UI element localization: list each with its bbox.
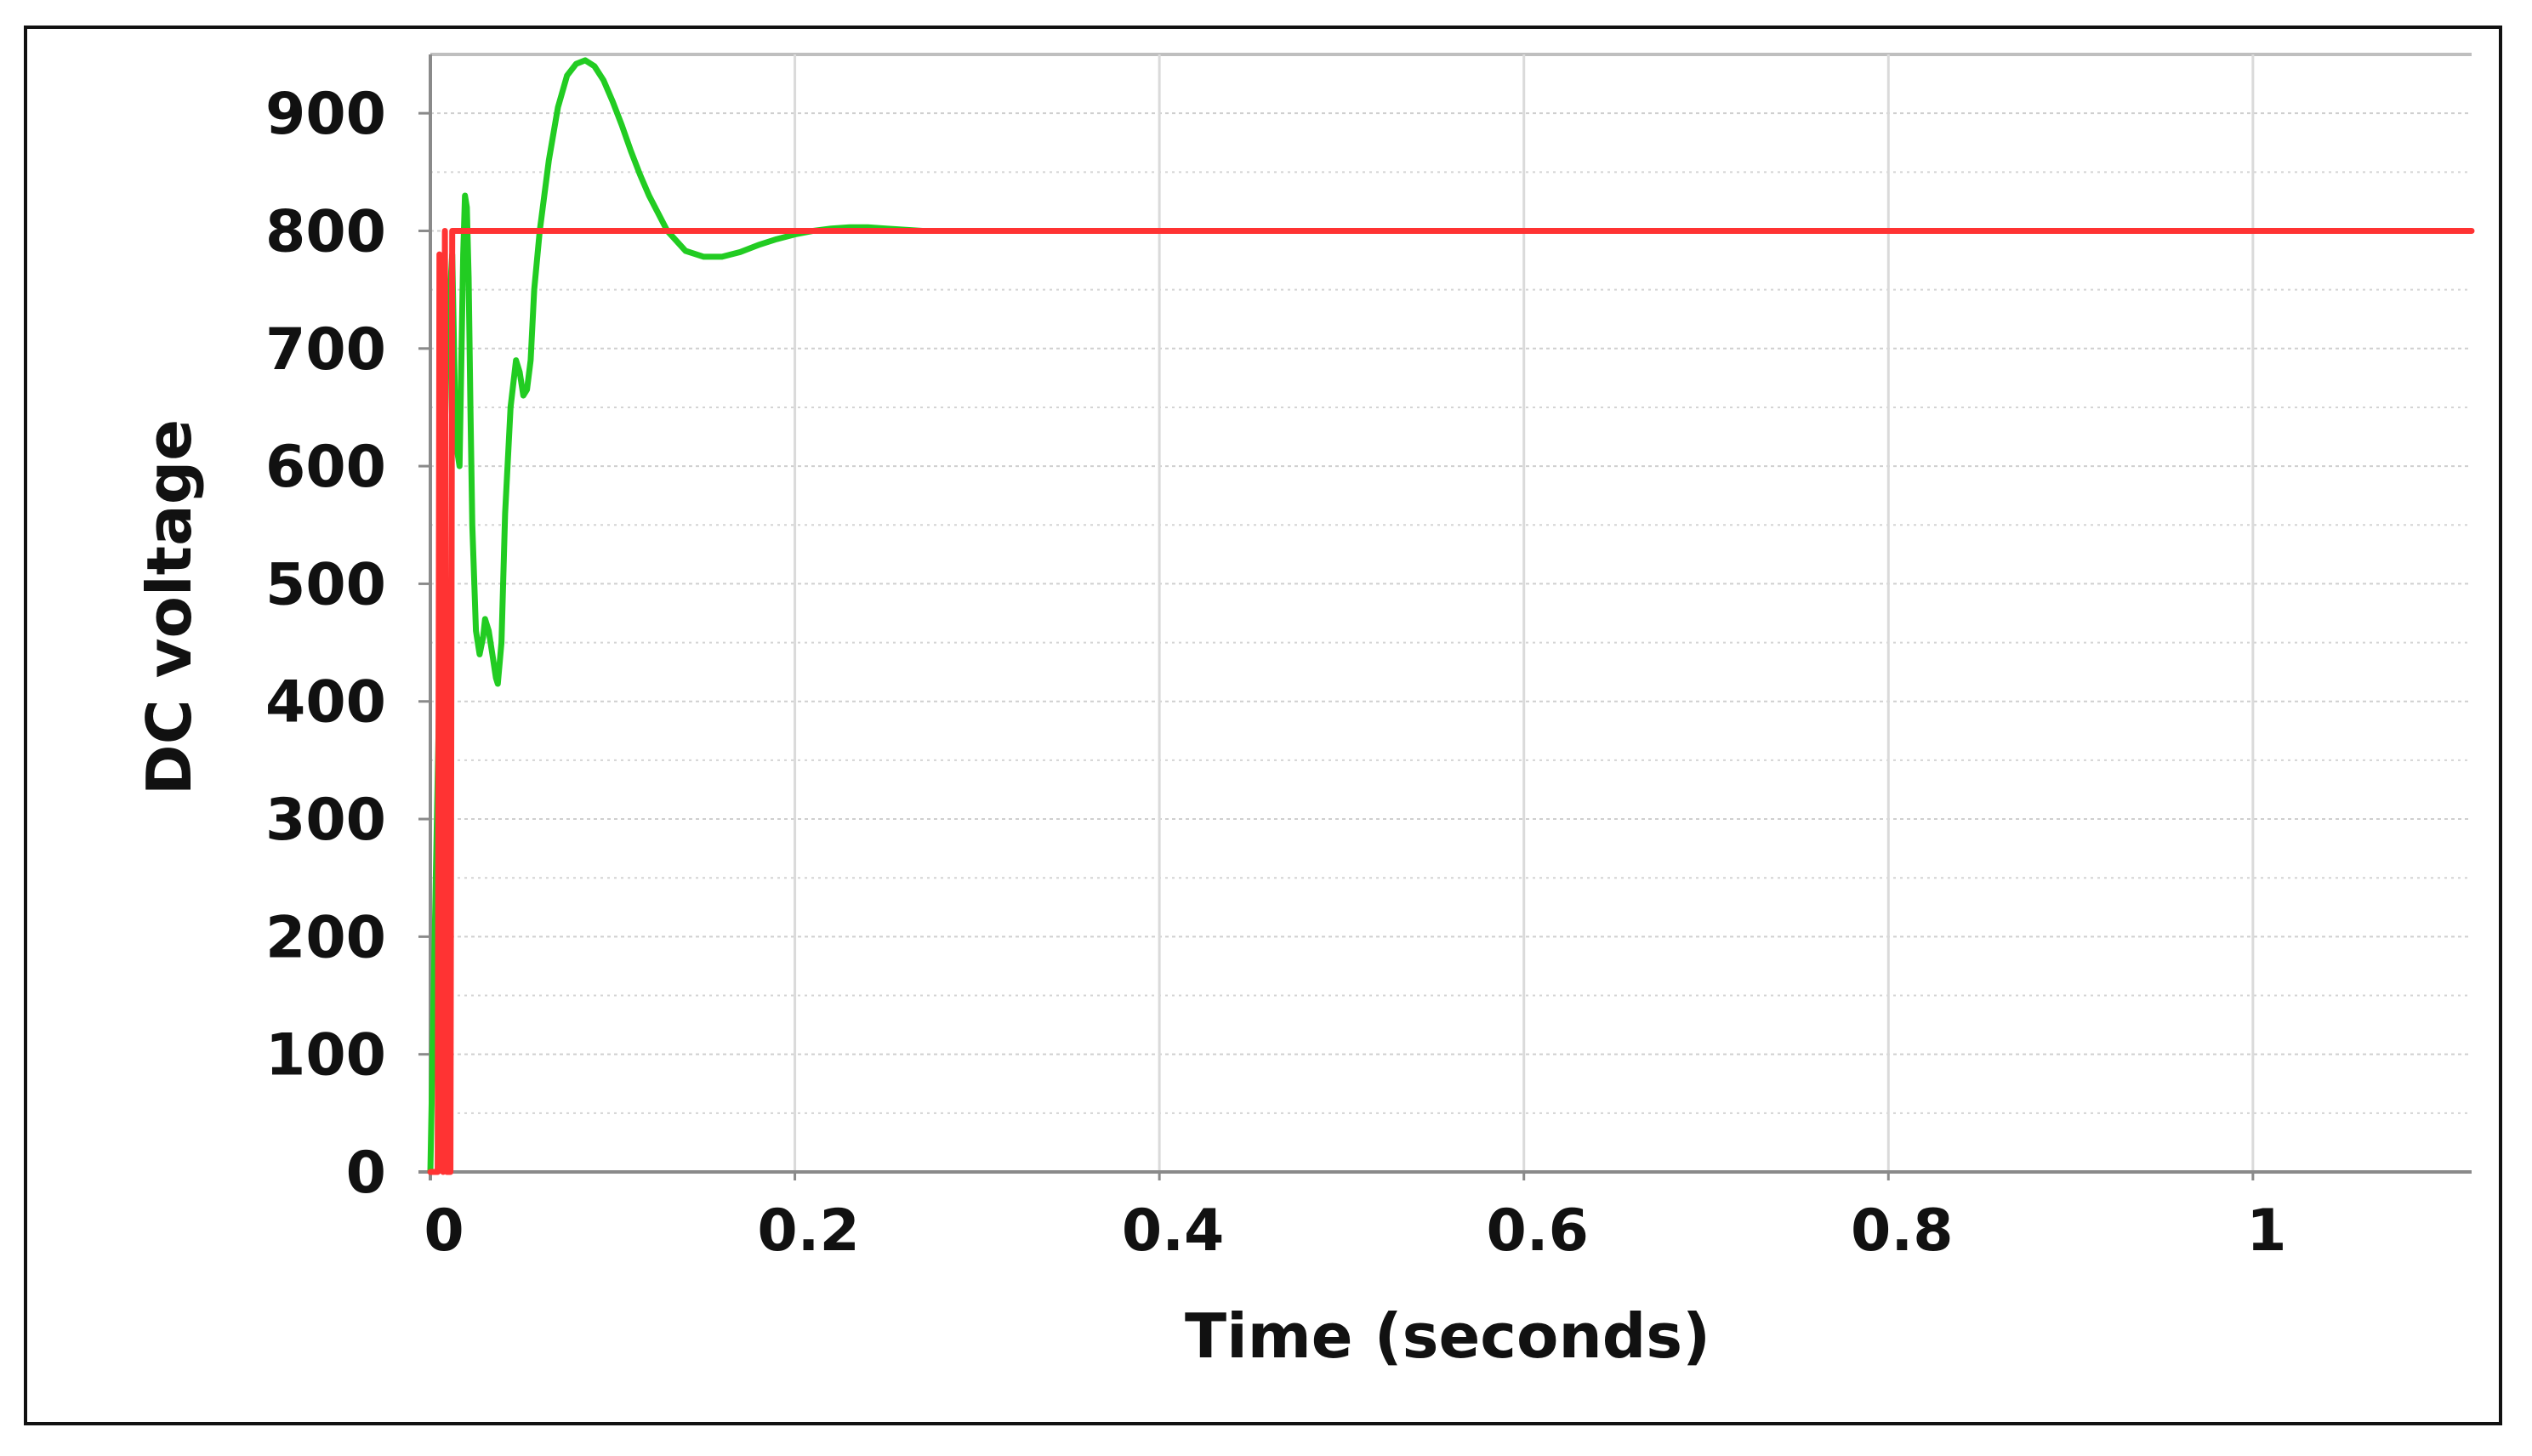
- x-tick-label: 1: [2246, 1197, 2286, 1265]
- x-tick-label: 0.6: [1486, 1197, 1588, 1265]
- y-tick-label: 800: [265, 198, 386, 265]
- x-tick-label: 0.4: [1122, 1197, 1224, 1265]
- series-line-red: [427, 228, 2475, 1175]
- y-tick-label: 100: [265, 1022, 386, 1089]
- y-tick-label: 700: [265, 316, 386, 384]
- plot-area: [430, 54, 2472, 1172]
- y-axis-label: DC voltage: [134, 419, 205, 795]
- series-layer: [427, 57, 2475, 1175]
- y-tick-label: 400: [265, 669, 386, 737]
- axes-layer: [418, 54, 2472, 1180]
- x-axis-label: Time (seconds): [1185, 1300, 1710, 1372]
- y-tick-label: 300: [265, 787, 386, 854]
- chart-svg: 0 100 200 300 400 500 600 700 800 900 0 0.2 0.4 0.6 0.…: [134, 53, 2475, 1372]
- x-tick-label: 0: [424, 1197, 464, 1265]
- y-tick-label: 600: [265, 434, 386, 501]
- y-tick-label: 500: [265, 551, 386, 618]
- ticks-layer: 0 100 200 300 400 500 600 700 800 900 0 0.2 0.4 0.6 0.…: [265, 81, 2286, 1265]
- x-tick-label: 0.8: [1851, 1197, 1953, 1265]
- series-line-green: [427, 57, 944, 1175]
- y-tick-label: 900: [265, 81, 386, 148]
- chart-frame: 0 100 200 300 400 500 600 700 800 900 0 0.2 0.4 0.6 0.…: [24, 26, 2502, 1425]
- y-tick-label: 200: [265, 904, 386, 971]
- x-tick-label: 0.2: [757, 1197, 859, 1265]
- y-tick-label: 0: [346, 1140, 386, 1207]
